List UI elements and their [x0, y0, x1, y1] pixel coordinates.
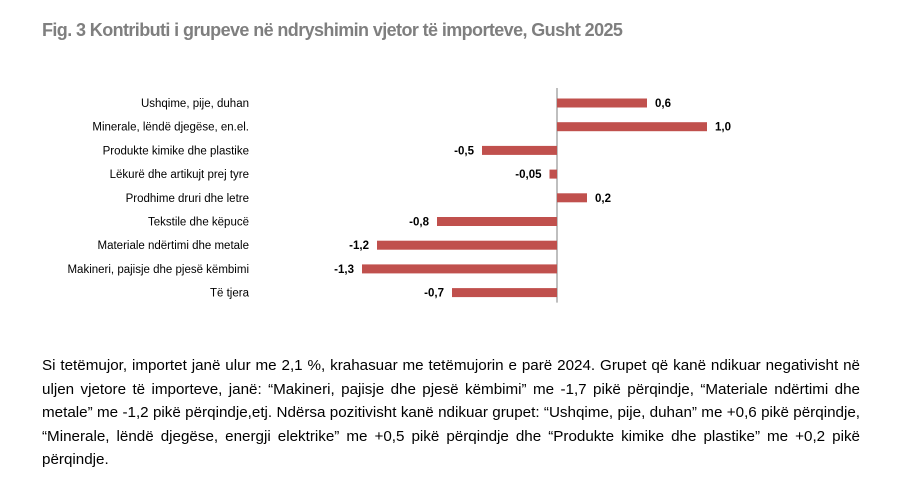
bar — [482, 145, 557, 155]
category-label: Të tjera — [210, 288, 250, 300]
value-label: -1,3 — [334, 264, 354, 276]
value-label: -0,8 — [409, 217, 429, 229]
category-label: Lëkurë dhe artikujt prej tyre — [110, 169, 249, 181]
category-label: Minerale, lëndë djegëse, en.el. — [92, 122, 249, 134]
category-label: Produkte kimike dhe plastike — [103, 145, 249, 157]
value-label: 0,6 — [655, 98, 671, 110]
value-label: -0,5 — [454, 145, 474, 157]
figure-title: Fig. 3 Kontributi i grupeve në ndryshimi… — [42, 20, 623, 40]
bar — [437, 217, 557, 226]
bar — [377, 240, 557, 250]
bar — [362, 264, 557, 274]
value-label: -1,2 — [349, 240, 369, 252]
bar — [452, 288, 557, 298]
value-label: 1,0 — [715, 122, 731, 134]
value-label: 0,2 — [595, 193, 611, 205]
category-label: Prodhime druri dhe letre — [126, 193, 249, 205]
category-label: Tekstile dhe këpucë — [148, 217, 249, 229]
category-label: Ushqime, pije, duhan — [141, 98, 249, 110]
bar-chart: Ushqime, pije, duhan 0,6 Minerale, lëndë d… — [67, 88, 731, 303]
bar — [557, 122, 707, 132]
bar — [549, 169, 557, 179]
category-label: Materiale ndërtimi dhe metale — [98, 240, 250, 252]
body-paragraph: Si tetëmujor, importet janë ulur me 2,1 … — [42, 357, 860, 469]
category-label: Makineri, pajisje dhe pjesë këmbimi — [67, 264, 249, 276]
bar — [557, 193, 587, 203]
value-label: -0,7 — [424, 288, 444, 300]
value-label: -0,05 — [515, 169, 542, 181]
bar — [557, 98, 647, 108]
